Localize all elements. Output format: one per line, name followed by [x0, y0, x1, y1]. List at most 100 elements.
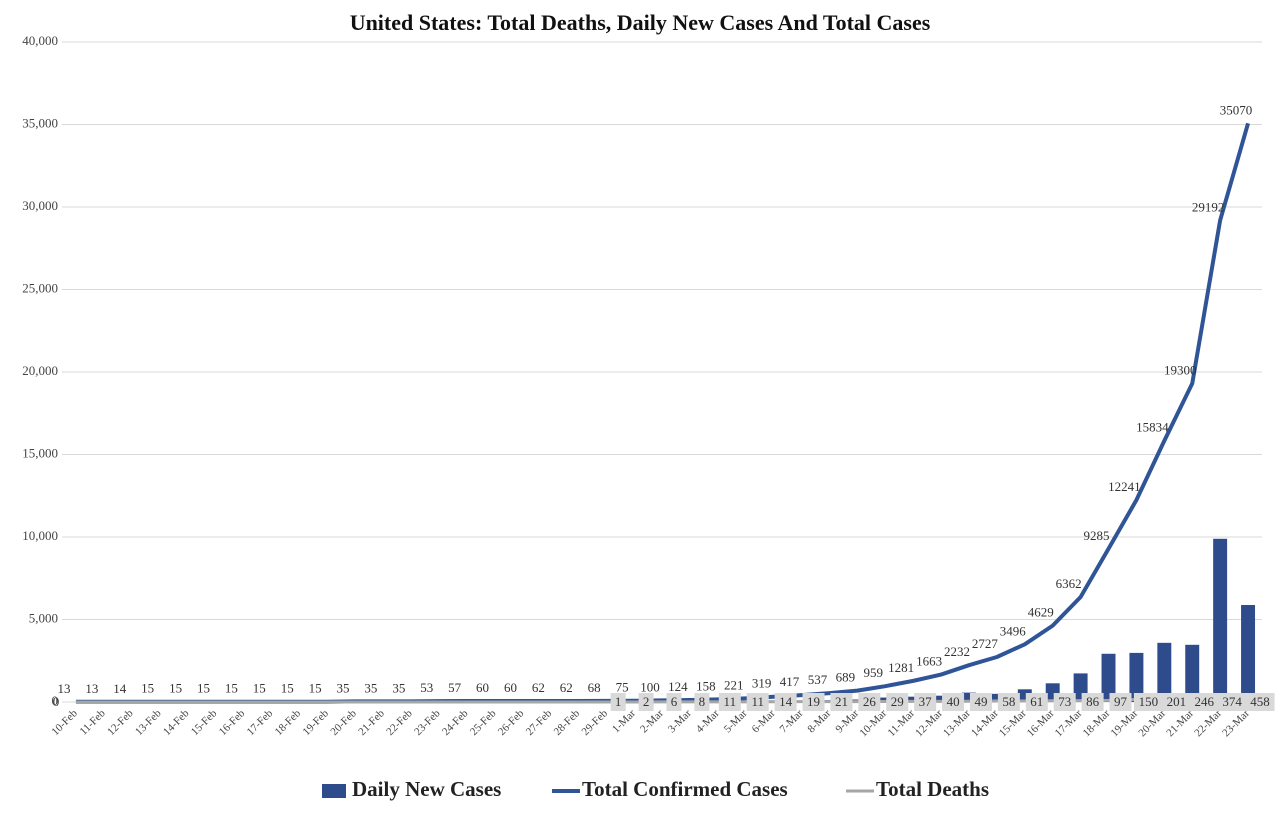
x-tick-label: 11-Feb: [78, 707, 109, 738]
chart-title: United States: Total Deaths, Daily New C…: [350, 10, 931, 35]
x-tick-label: 20-Mar: [1136, 707, 1168, 739]
x-tick-label: 1-Mar: [610, 707, 638, 735]
data-label: 201: [1167, 694, 1187, 709]
data-label: 29192: [1192, 199, 1225, 214]
data-label: 15: [197, 681, 210, 696]
data-label: 53: [420, 680, 433, 695]
label-box: [1053, 693, 1076, 711]
x-tick-label: 8-Mar: [805, 707, 833, 735]
data-label: 40: [947, 694, 960, 709]
line: [75, 692, 1249, 704]
label-box: [914, 693, 937, 711]
data-label: 0: [53, 694, 60, 709]
x-tick-label: 5-Mar: [722, 707, 750, 735]
label-box: [1217, 693, 1247, 711]
x-tick-label: 21-Mar: [1164, 707, 1196, 739]
data-label: 6362: [1056, 576, 1082, 591]
data-label: 3496: [1000, 623, 1027, 638]
legend-label: Total Deaths: [876, 777, 989, 801]
x-tick-label: 16-Mar: [1025, 707, 1057, 739]
x-tick-label: 13-Mar: [941, 707, 973, 739]
x-tick-label: 4-Mar: [694, 707, 722, 735]
x-tick-label: 3-Mar: [666, 707, 694, 735]
data-label: 19: [807, 694, 820, 709]
data-label: 374: [1222, 694, 1242, 709]
data-label: 62: [560, 680, 573, 695]
label-box: [997, 693, 1020, 711]
bar: [934, 695, 949, 702]
data-label: 2232: [944, 644, 970, 659]
label-box: [610, 693, 626, 711]
x-tick-label: 19-Mar: [1109, 707, 1141, 739]
data-label: 60: [504, 680, 517, 695]
data-label: 11: [724, 694, 737, 709]
legend-label: Daily New Cases: [352, 777, 501, 801]
x-tick-label: 17-Feb: [245, 707, 276, 738]
x-tick-label: 2-Mar: [638, 707, 666, 735]
data-label: 29: [891, 694, 904, 709]
data-label: 60: [476, 680, 489, 695]
y-tick-label: 40,000: [22, 33, 58, 48]
data-label: 100: [640, 679, 660, 694]
data-label: 246: [1194, 694, 1214, 709]
data-label: 12241: [1108, 479, 1141, 494]
data-label: 150: [1139, 694, 1159, 709]
line: [75, 122, 1250, 704]
label-box: [1109, 693, 1132, 711]
data-label: 6: [671, 694, 678, 709]
label-box: [1133, 693, 1163, 711]
x-tick-label: 25-Feb: [468, 707, 499, 738]
x-tick-label: 24-Feb: [440, 707, 471, 738]
bar: [906, 696, 921, 702]
label-box: [1189, 693, 1219, 711]
data-label: 537: [808, 672, 828, 687]
x-tick-label: 22-Mar: [1192, 707, 1224, 739]
x-tick-label: 10-Feb: [49, 707, 80, 738]
data-label: 221: [724, 677, 744, 692]
data-label: 15: [253, 681, 266, 696]
y-tick-label: 5,000: [29, 610, 58, 625]
bar: [1129, 652, 1144, 702]
bar: [1185, 644, 1200, 702]
x-tick-label: 11-Mar: [886, 707, 918, 739]
data-label: 15: [309, 681, 322, 696]
data-label: 2727: [972, 636, 999, 651]
data-label: 86: [1086, 694, 1100, 709]
x-tick-label: 6-Mar: [750, 707, 778, 735]
data-label: 37: [919, 694, 933, 709]
x-tick-label: 10-Mar: [857, 707, 889, 739]
x-tick-label: 21-Feb: [356, 707, 387, 738]
data-label: 21: [835, 694, 848, 709]
data-label: 417: [780, 674, 800, 689]
label-box: [718, 693, 741, 711]
legend-label: Total Confirmed Cases: [582, 777, 788, 801]
x-tick-label: 16-Feb: [217, 707, 248, 738]
x-tick-label: 20-Feb: [328, 707, 359, 738]
data-label: 319: [752, 676, 772, 691]
data-label: 13: [85, 681, 98, 696]
data-label: 15: [225, 681, 238, 696]
data-label: 57: [448, 680, 462, 695]
data-label: 458: [1250, 694, 1270, 709]
y-tick-label: 10,000: [22, 528, 58, 543]
y-tick-label: 15,000: [22, 445, 58, 460]
x-tick-label: 22-Feb: [384, 707, 415, 738]
x-tick-label: 15-Feb: [189, 707, 220, 738]
data-label: 35: [392, 680, 405, 695]
x-tick-label: 12-Feb: [105, 707, 136, 738]
x-tick-label: 18-Mar: [1081, 707, 1113, 739]
data-label: 62: [532, 680, 545, 695]
data-label: 124: [668, 679, 688, 694]
bar: [1157, 642, 1172, 702]
x-tick-label: 18-Feb: [273, 707, 304, 738]
data-label: 13: [57, 681, 70, 696]
x-tick-label: 7-Mar: [778, 707, 806, 735]
data-label: 19300: [1164, 363, 1197, 378]
label-box: [746, 693, 769, 711]
label-box: [774, 693, 797, 711]
data-label: 15: [169, 681, 182, 696]
data-label: 15: [281, 681, 294, 696]
data-label: 1663: [916, 654, 942, 669]
bar: [962, 692, 976, 702]
